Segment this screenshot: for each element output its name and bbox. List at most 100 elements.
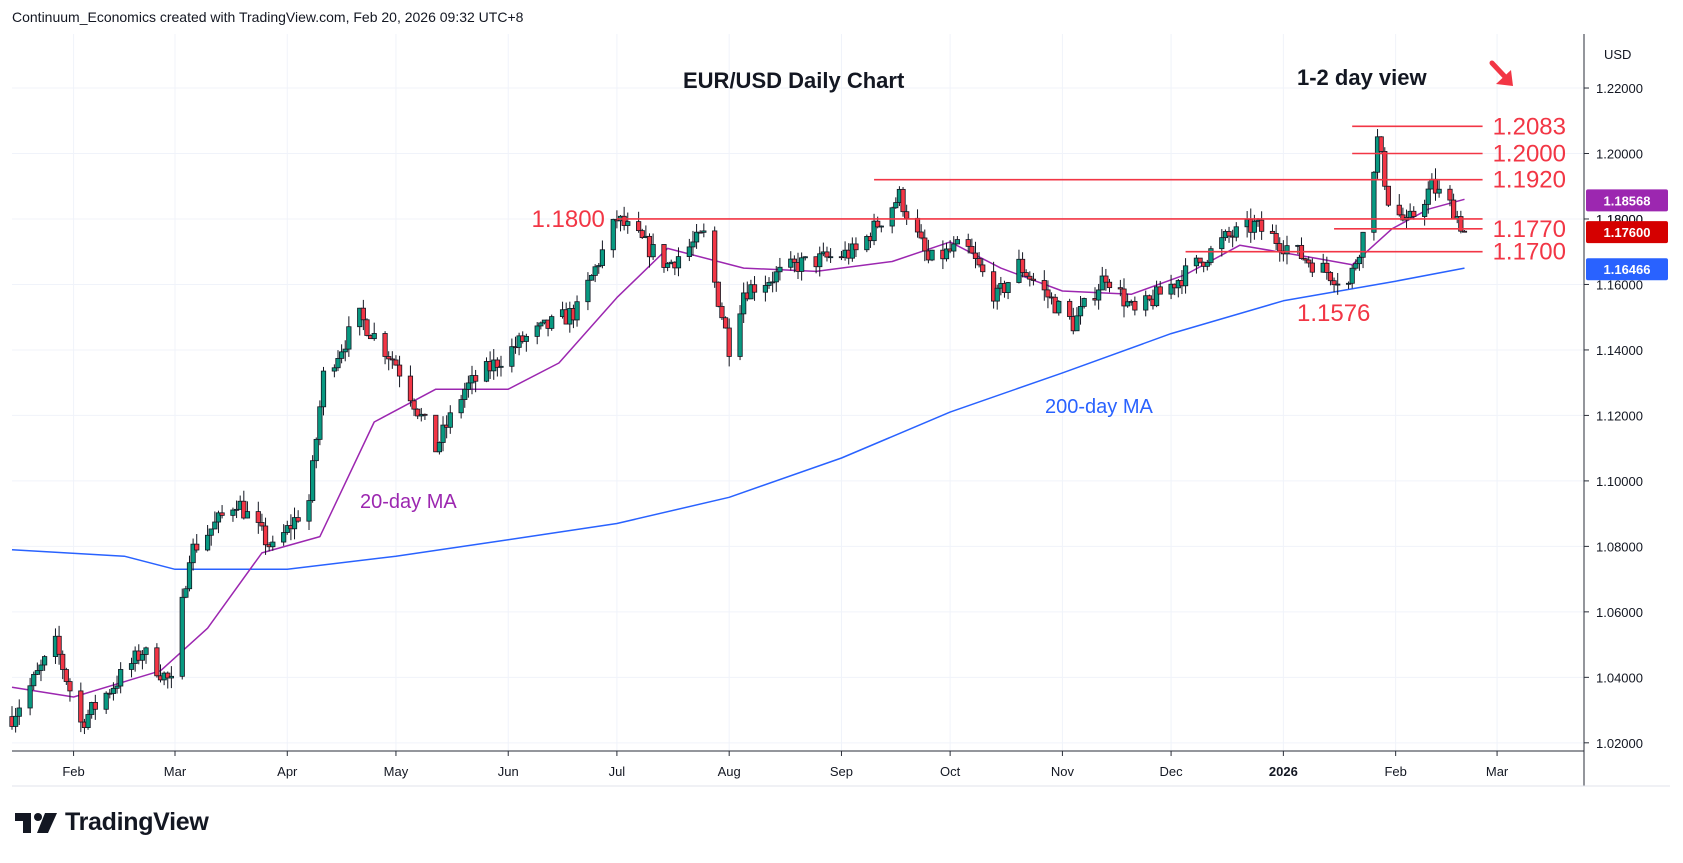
- candle-body-3: [27, 685, 33, 709]
- x-tick-label-8: Oct: [940, 764, 961, 779]
- candle-body-259: [1324, 262, 1330, 273]
- candle-body-278: [1422, 203, 1428, 217]
- candle-body-40: [212, 521, 218, 530]
- candle-body-192: [980, 264, 986, 273]
- x-tick-label-12: Feb: [1384, 764, 1406, 779]
- candle-body-11: [63, 669, 69, 682]
- candle-body-66: [342, 348, 348, 353]
- candle-body-249: [1273, 233, 1279, 244]
- candle-body-190: [972, 252, 979, 259]
- candle-body-199: [1019, 258, 1026, 273]
- candle-body-38: [204, 534, 211, 551]
- candle-body-255: [1302, 258, 1308, 261]
- candle-body-87: [447, 412, 453, 428]
- tradingview-logo-icon: [15, 812, 57, 833]
- candle-body-170: [871, 220, 877, 242]
- y-tick-label-6: 1.10000: [1596, 474, 1643, 489]
- sma200-label: 200-day MA: [1045, 396, 1153, 418]
- candle-body-124: [639, 230, 645, 238]
- candle-body-69: [360, 307, 366, 321]
- tradingview-brand[interactable]: TradingView: [15, 808, 209, 837]
- candle-body-236: [1204, 262, 1210, 267]
- candle-body-64: [335, 357, 341, 369]
- sma20-label: 20-day MA: [360, 491, 457, 513]
- candle-body-9: [56, 635, 62, 655]
- candle-body-224: [1146, 295, 1152, 300]
- candle-body-118: [610, 218, 616, 251]
- candle-body-263: [1345, 282, 1352, 285]
- y-tick-label-7: 1.08000: [1596, 539, 1643, 554]
- candle-body-257: [1309, 262, 1315, 273]
- chart-grid: [12, 34, 1584, 751]
- candle-body-242: [1233, 226, 1239, 238]
- candle-body-114: [588, 274, 595, 281]
- y-tick-label-3: 1.16000: [1596, 277, 1643, 292]
- candle-body-98: [509, 346, 515, 367]
- candle-body-268: [1371, 171, 1377, 233]
- candle-body-102: [523, 336, 529, 342]
- candle-body-266: [1356, 256, 1363, 265]
- candle-body-194: [994, 287, 1000, 302]
- sma200-price-tag-text: 1.16466: [1604, 262, 1651, 277]
- candle-body-117: [599, 249, 606, 266]
- candle-body-272: [1385, 185, 1392, 206]
- candle-body-34: [183, 588, 189, 598]
- candle-body-234: [1197, 257, 1203, 263]
- candle-body-5: [34, 670, 40, 675]
- candle-body-152: [777, 266, 783, 273]
- candle-body-140: [719, 305, 725, 319]
- candle-body-161: [824, 251, 830, 258]
- candle-body-70: [364, 319, 370, 336]
- currency-label: USD: [1604, 47, 1631, 62]
- candle-body-22: [118, 669, 124, 687]
- candle-body-76: [393, 359, 399, 366]
- candle-body-265: [1353, 263, 1359, 269]
- candle-body-228: [1168, 283, 1174, 295]
- candle-body-220: [1125, 301, 1131, 307]
- candle-body-62: [320, 370, 327, 408]
- candle-body-250: [1277, 243, 1283, 252]
- candle-body-138: [712, 230, 718, 283]
- candle-body-46: [241, 500, 247, 519]
- candle-body-135: [693, 231, 700, 243]
- candle-body-88: [458, 399, 464, 414]
- y-tick-label-1: 1.20000: [1596, 147, 1643, 162]
- candle-body-67: [346, 326, 352, 350]
- level-label-5: 1.1700: [1493, 239, 1566, 266]
- candle-body-61: [317, 406, 323, 440]
- candle-body-283: [1447, 188, 1453, 201]
- candle-body-248: [1269, 230, 1276, 234]
- candle-body-27: [143, 647, 149, 655]
- down-arrow-icon: [1489, 60, 1513, 86]
- candle-body-226: [1153, 286, 1160, 307]
- sma200-line: [11, 267, 1465, 571]
- candle-body-78: [407, 375, 414, 402]
- candle-body-18: [103, 692, 109, 710]
- price-tags: 1.18568 1.17600 1.16466: [1586, 189, 1668, 281]
- x-tick-label-0: Feb: [62, 764, 84, 779]
- candle-body-166: [849, 243, 855, 259]
- y-tick-label-0: 1.22000: [1596, 81, 1643, 96]
- candle-body-77: [396, 364, 403, 377]
- low-level-label: 1.1576: [1297, 300, 1370, 327]
- candle-body-159: [817, 253, 823, 268]
- candle-body-50: [262, 525, 269, 546]
- last-price-tag-bg: [1586, 221, 1668, 244]
- candle-body-264: [1349, 267, 1355, 284]
- candle-body-128: [661, 244, 667, 268]
- x-tick-label-7: Sep: [830, 764, 853, 779]
- y-tick-label-8: 1.06000: [1596, 605, 1643, 620]
- candle-body-182: [929, 249, 935, 261]
- candle-body-147: [751, 284, 758, 293]
- candle-body-4: [31, 673, 37, 687]
- candle-body-162: [827, 256, 834, 259]
- candle-body-208: [1067, 300, 1073, 317]
- candle-body-17: [92, 702, 98, 710]
- candle-body-189: [969, 245, 975, 254]
- candle-body-273: [1396, 204, 1402, 216]
- chart-subtitle: 1-2 day view: [1297, 65, 1428, 90]
- x-tick-label-9: Nov: [1051, 764, 1075, 779]
- candle-body-270: [1378, 136, 1384, 152]
- candle-body-214: [1096, 289, 1102, 301]
